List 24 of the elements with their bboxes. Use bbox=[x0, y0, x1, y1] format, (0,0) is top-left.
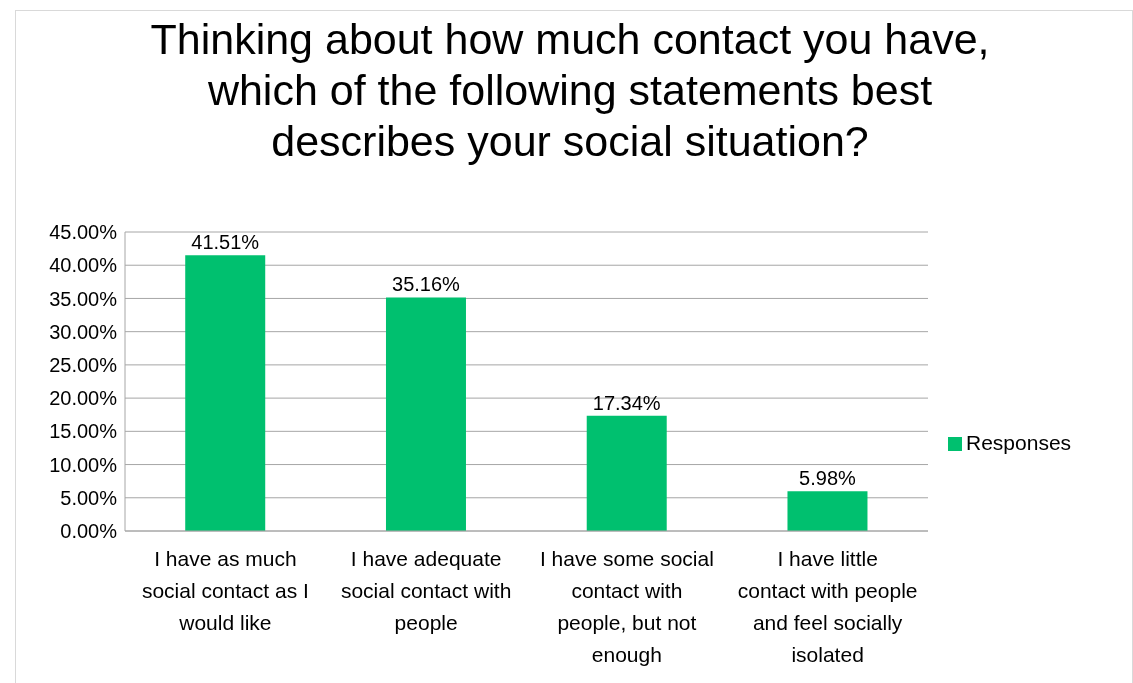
y-tick-label: 30.00% bbox=[49, 320, 118, 343]
y-tick-label: 40.00% bbox=[49, 254, 118, 277]
y-tick-label: 45.00% bbox=[49, 221, 118, 244]
bar bbox=[586, 415, 667, 531]
x-tick-label: I have as much social contact as I would like bbox=[141, 547, 309, 634]
y-tick-label: 5.00% bbox=[60, 486, 118, 509]
data-label: 17.34% bbox=[592, 391, 661, 414]
bar bbox=[185, 255, 266, 531]
y-tick-label: 25.00% bbox=[49, 353, 118, 376]
data-label: 35.16% bbox=[392, 273, 461, 296]
y-tick-label: 15.00% bbox=[49, 420, 118, 443]
x-tick-label: I have little contact with people and feel socially isolated bbox=[737, 547, 918, 666]
bar bbox=[385, 297, 466, 531]
bar bbox=[787, 491, 868, 531]
data-label: 41.51% bbox=[191, 231, 260, 254]
x-tick-label: I have some social contact with people, but not enough bbox=[539, 547, 714, 666]
y-tick-label: 10.00% bbox=[49, 453, 118, 476]
chart-title: Thinking about how much contact you have, which of the following statements best describes your social situation? bbox=[149, 14, 991, 167]
y-tick-label: 0.00% bbox=[60, 520, 118, 543]
x-tick-label: I have adequate social contact with people bbox=[340, 547, 512, 634]
data-label: 5.98% bbox=[799, 467, 857, 490]
legend-label: Responses bbox=[966, 431, 1072, 454]
y-tick-label: 35.00% bbox=[49, 287, 118, 310]
y-tick-label: 20.00% bbox=[49, 387, 118, 410]
